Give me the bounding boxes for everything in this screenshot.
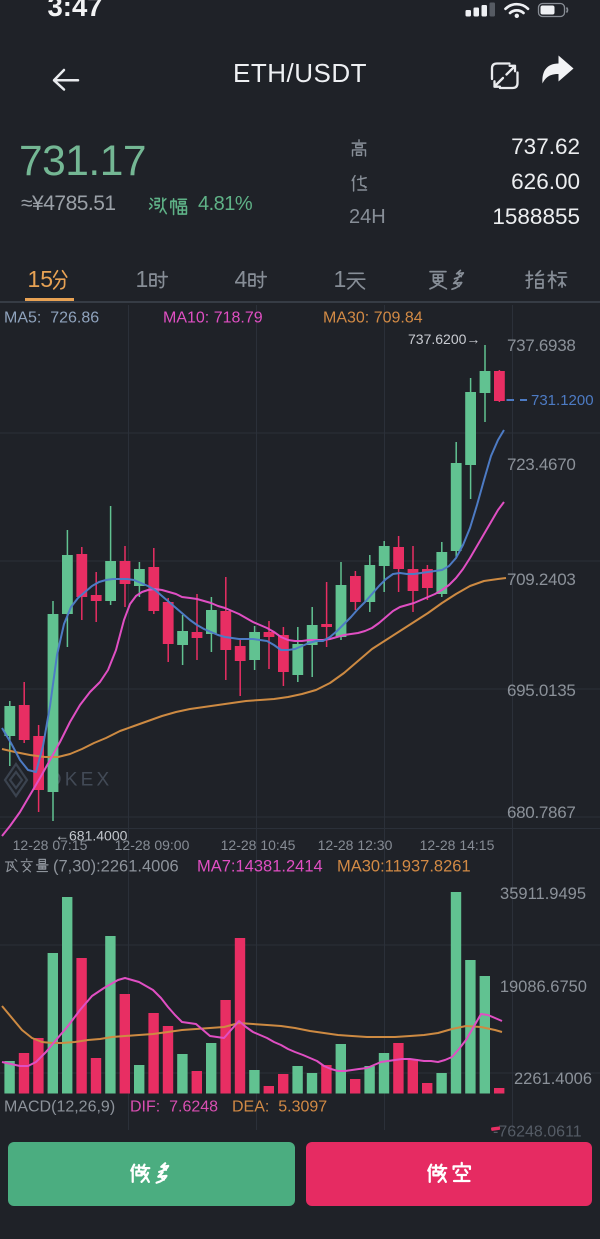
- svg-text:12-28 14:15: 12-28 14:15: [420, 837, 495, 853]
- svg-text:(7,30):2261.4006: (7,30):2261.4006: [53, 858, 179, 876]
- svg-text:MA30: 709.84: MA30: 709.84: [323, 310, 423, 327]
- svg-text:695.0135: 695.0135: [507, 681, 576, 700]
- svg-text:12-28 12:30: 12-28 12:30: [318, 837, 393, 853]
- svg-text:737.6200→: 737.6200→: [408, 331, 480, 347]
- svg-text:MA10: 718.79: MA10: 718.79: [163, 310, 263, 327]
- svg-text:DEA: 5.3097: DEA: 5.3097: [232, 1099, 327, 1116]
- svg-text:19086.6750: 19086.6750: [500, 978, 587, 996]
- svg-text:2261.4006: 2261.4006: [514, 1070, 592, 1088]
- svg-text:←681.4000: ←681.4000: [55, 828, 128, 844]
- svg-text:680.7867: 680.7867: [507, 803, 576, 822]
- svg-text:723.4670: 723.4670: [507, 455, 576, 474]
- svg-text:731.1200: 731.1200: [531, 392, 594, 409]
- svg-text:737.6938: 737.6938: [507, 336, 576, 355]
- svg-text:12-28 10:45: 12-28 10:45: [221, 837, 296, 853]
- svg-text:709.2403: 709.2403: [507, 570, 576, 589]
- svg-text:MA5: 726.86: MA5: 726.86: [4, 310, 99, 327]
- svg-text:12-28 09:00: 12-28 09:00: [115, 837, 190, 853]
- svg-text:MA30:11937.8261: MA30:11937.8261: [337, 858, 471, 876]
- svg-text:12-28 07:15: 12-28 07:15: [13, 837, 88, 853]
- svg-text:DIF: 7.6248: DIF: 7.6248: [130, 1099, 218, 1116]
- svg-text:-76248.0611: -76248.0611: [493, 1124, 582, 1141]
- svg-text:35911.9495: 35911.9495: [500, 885, 586, 903]
- svg-text:LOKEX: LOKEX: [33, 770, 112, 791]
- svg-text:MACD(12,26,9): MACD(12,26,9): [4, 1099, 115, 1116]
- svg-text:MA7:14381.2414: MA7:14381.2414: [197, 858, 323, 876]
